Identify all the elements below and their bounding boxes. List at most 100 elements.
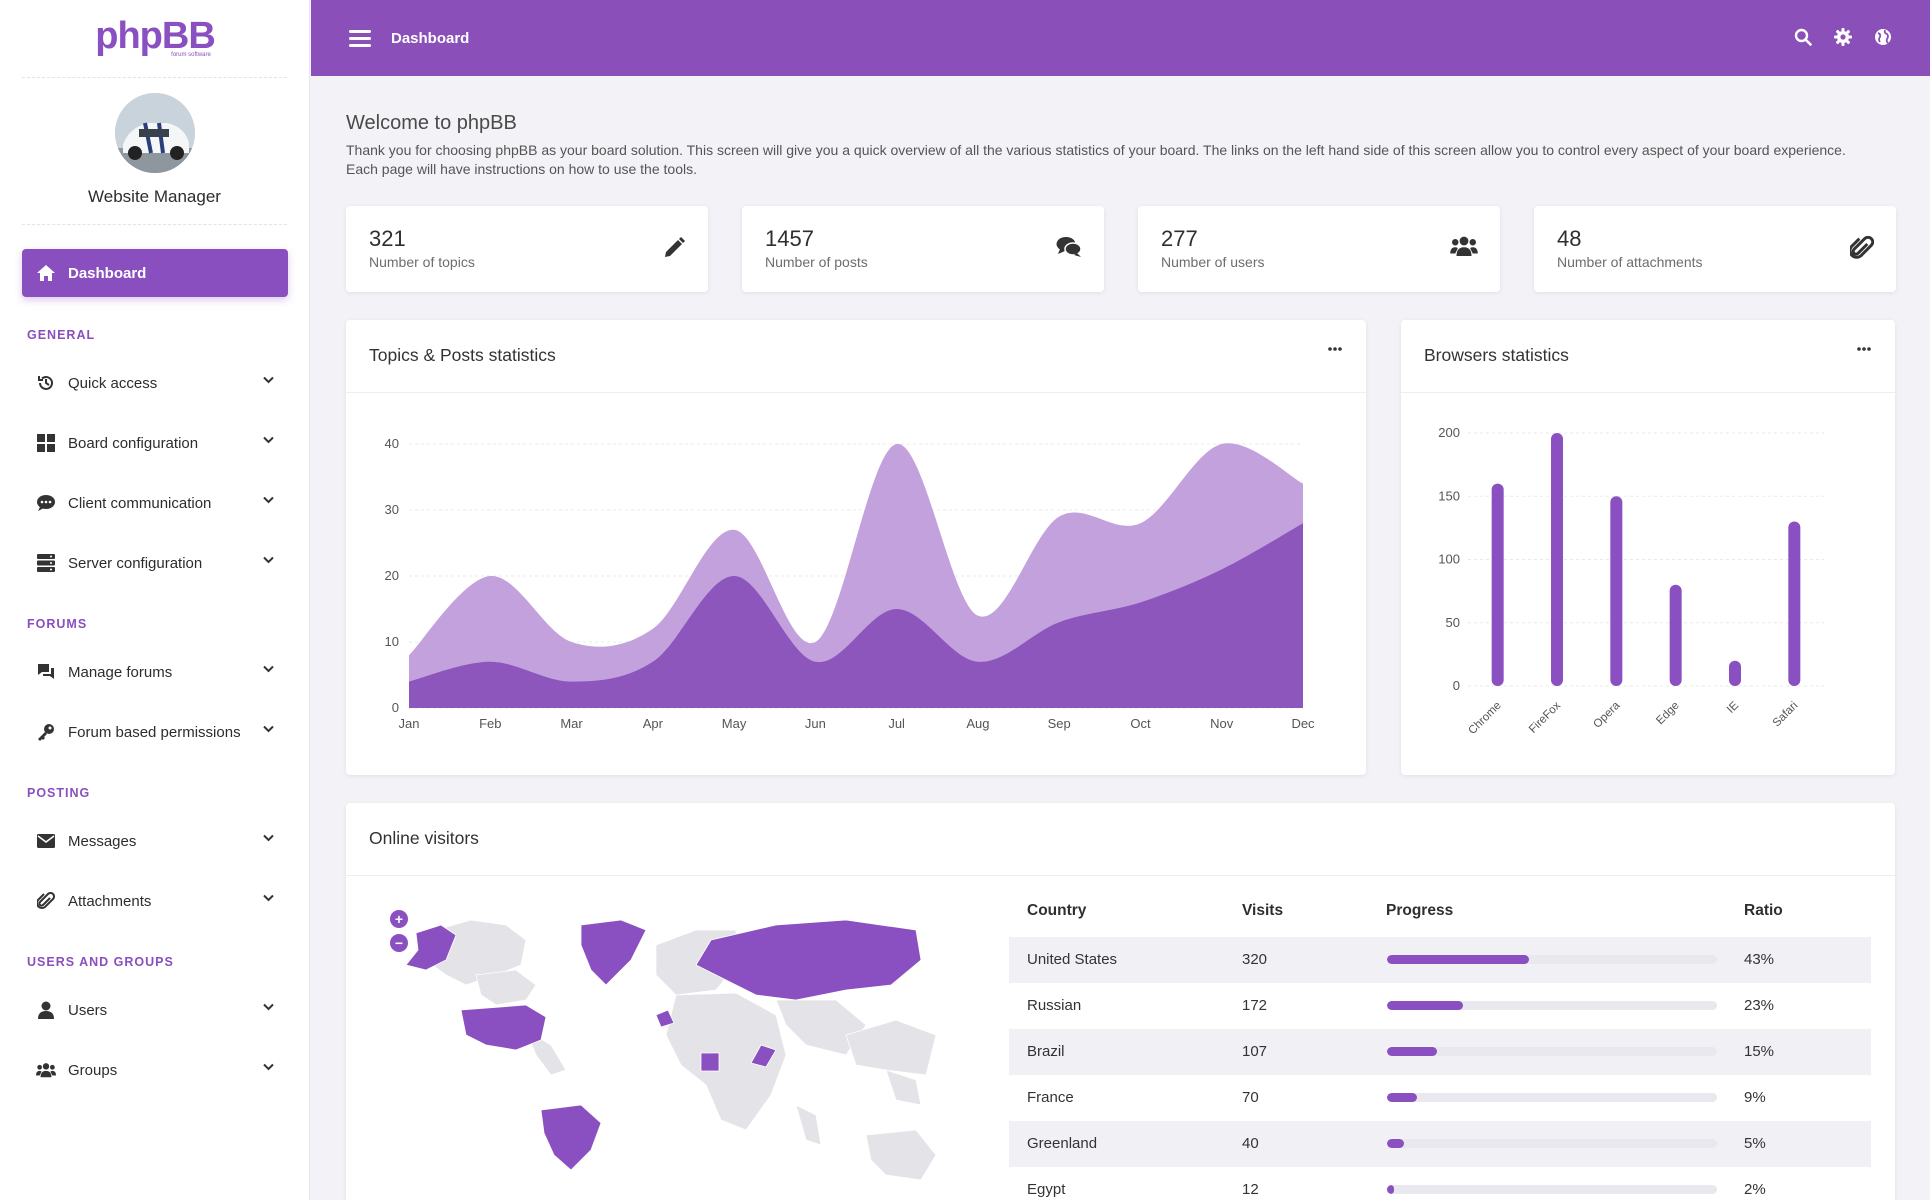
more-options-icon[interactable]	[1328, 347, 1342, 351]
sidebar-item-manage-forums[interactable]: Manage forums	[22, 650, 288, 694]
bar-chart: 0 50 100 150 200 Chrome FireFox Opera Edge IE Safa…	[1438, 425, 1824, 737]
grid-icon	[36, 433, 56, 453]
stat-label: Number of attachments	[1557, 254, 1703, 270]
stat-card-posts: 1457 Number of posts	[742, 206, 1104, 292]
x-tick-label: Jan	[399, 716, 420, 731]
cell-ratio: 23%	[1744, 997, 1775, 1014]
stat-label: Number of posts	[765, 254, 868, 270]
x-tick-label: Opera	[1591, 699, 1623, 731]
logo[interactable]: phpBB forum software	[22, 0, 287, 78]
x-tick-label: Oct	[1130, 716, 1151, 731]
server-icon	[36, 553, 56, 573]
table-row[interactable]: Brazil 107 15%	[1009, 1029, 1871, 1075]
section-title-general: GENERAL	[27, 328, 96, 342]
welcome-text: Thank you for choosing phpBB as your boa…	[346, 142, 1846, 177]
sidebar-item-label: Server configuration	[68, 554, 203, 572]
map-brazil	[540, 1104, 602, 1171]
cell-visits: 40	[1242, 1135, 1259, 1152]
table-row[interactable]: Russian 172 23%	[1009, 983, 1871, 1029]
key-icon	[36, 722, 56, 742]
chevron-down-icon	[263, 894, 274, 902]
logo-text: phpBB	[95, 18, 215, 57]
x-tick-label: Edge	[1654, 700, 1681, 727]
more-options-icon[interactable]	[1857, 347, 1871, 351]
section-title-forums: FORUMS	[27, 617, 88, 631]
table-row[interactable]: Egypt 12 2%	[1009, 1167, 1871, 1200]
globe-icon[interactable]	[1874, 28, 1892, 46]
sidebar-item-quick-access[interactable]: Quick access	[22, 361, 288, 405]
zoom-out-button[interactable]: −	[390, 934, 408, 952]
avatar[interactable]	[114, 93, 195, 173]
chevron-down-icon	[263, 496, 274, 504]
sidebar-item-client-communication[interactable]: Client communication	[22, 481, 288, 525]
cell-ratio: 9%	[1744, 1089, 1766, 1106]
col-header-country: Country	[1027, 902, 1087, 919]
chevron-down-icon	[263, 834, 274, 842]
chevron-down-icon	[263, 665, 274, 673]
gear-icon[interactable]	[1834, 28, 1852, 46]
cell-country: Greenland	[1027, 1135, 1098, 1152]
progress-bar	[1387, 1047, 1717, 1056]
home-icon	[37, 265, 55, 281]
sidebar-item-label: Users	[68, 1001, 108, 1019]
svg-text:+: +	[395, 911, 403, 927]
sidebar-item-groups[interactable]: Groups	[22, 1048, 288, 1092]
search-icon[interactable]	[1794, 28, 1812, 46]
progress-fill	[1387, 1047, 1437, 1056]
profile-name: Website Manager	[88, 187, 221, 206]
logo-subtext: forum software	[171, 52, 211, 58]
x-tick-label: FireFox	[1527, 699, 1563, 735]
welcome-title: Welcome to phpBB	[346, 112, 517, 134]
sidebar-item-label: Messages	[68, 832, 137, 850]
progress-bar	[1387, 1139, 1717, 1148]
section-title-users-and-groups: USERS AND GROUPS	[27, 955, 174, 969]
progress-fill	[1387, 1001, 1463, 1010]
sidebar-item-attachments[interactable]: Attachments	[22, 879, 288, 923]
card-title: Browsers statistics	[1424, 345, 1569, 365]
sidebar-item-dashboard[interactable]: Dashboard	[22, 249, 288, 297]
bar	[1788, 521, 1801, 686]
map-greenland	[580, 919, 647, 986]
y-tick-label: 50	[1446, 615, 1460, 630]
pencil-icon	[665, 237, 685, 257]
col-header-visits: Visits	[1242, 902, 1284, 919]
cell-ratio: 5%	[1744, 1135, 1766, 1152]
progress-bar	[1387, 1001, 1717, 1010]
sidebar-item-forum-based-permissions[interactable]: Forum based permissions	[22, 710, 288, 754]
col-header-ratio: Ratio	[1744, 902, 1783, 919]
y-tick-label: 0	[1453, 678, 1460, 693]
stat-value: 48	[1557, 226, 1582, 251]
chevron-down-icon	[263, 436, 274, 444]
table-row[interactable]: United States 320 43%	[1009, 937, 1871, 983]
paperclip-icon	[1850, 236, 1874, 259]
sidebar-item-users[interactable]: Users	[22, 988, 288, 1032]
area-chart: 0 10 20 30 40 Jan Feb Mar Apr May Jun Jul Aug Sep Oct N…	[385, 436, 1316, 731]
sidebar-item-messages[interactable]: Messages	[22, 819, 288, 863]
map-highlighted	[405, 919, 922, 1171]
table-row[interactable]: France 70 9%	[1009, 1075, 1871, 1121]
sidebar-item-server-configuration[interactable]: Server configuration	[22, 541, 288, 585]
sidebar-item-label: Attachments	[68, 892, 152, 910]
map-united-states	[460, 1004, 547, 1051]
card-title: Online visitors	[369, 828, 479, 848]
history-icon	[36, 373, 56, 393]
x-tick-label: Dec	[1291, 716, 1315, 731]
menu-toggle-icon[interactable]	[349, 30, 371, 47]
chevron-down-icon	[263, 1063, 274, 1071]
table-row[interactable]: Greenland 40 5%	[1009, 1121, 1871, 1167]
cell-country: France	[1027, 1089, 1074, 1106]
sidebar-item-label: Forum based permissions	[68, 723, 241, 741]
y-tick-label: 20	[385, 568, 399, 583]
cell-visits: 107	[1242, 1043, 1268, 1060]
sidebar-item-board-configuration[interactable]: Board configuration	[22, 421, 288, 465]
chevron-down-icon	[263, 1003, 274, 1011]
bar	[1729, 660, 1741, 686]
user-icon	[36, 1000, 56, 1020]
users-icon	[1450, 236, 1478, 256]
sidebar-item-label: Manage forums	[68, 663, 173, 681]
x-tick-label: Mar	[560, 716, 583, 731]
forum-icon	[36, 662, 56, 682]
cell-visits: 12	[1242, 1181, 1259, 1198]
zoom-in-button[interactable]: +	[390, 910, 408, 928]
col-header-progress: Progress	[1386, 902, 1454, 919]
